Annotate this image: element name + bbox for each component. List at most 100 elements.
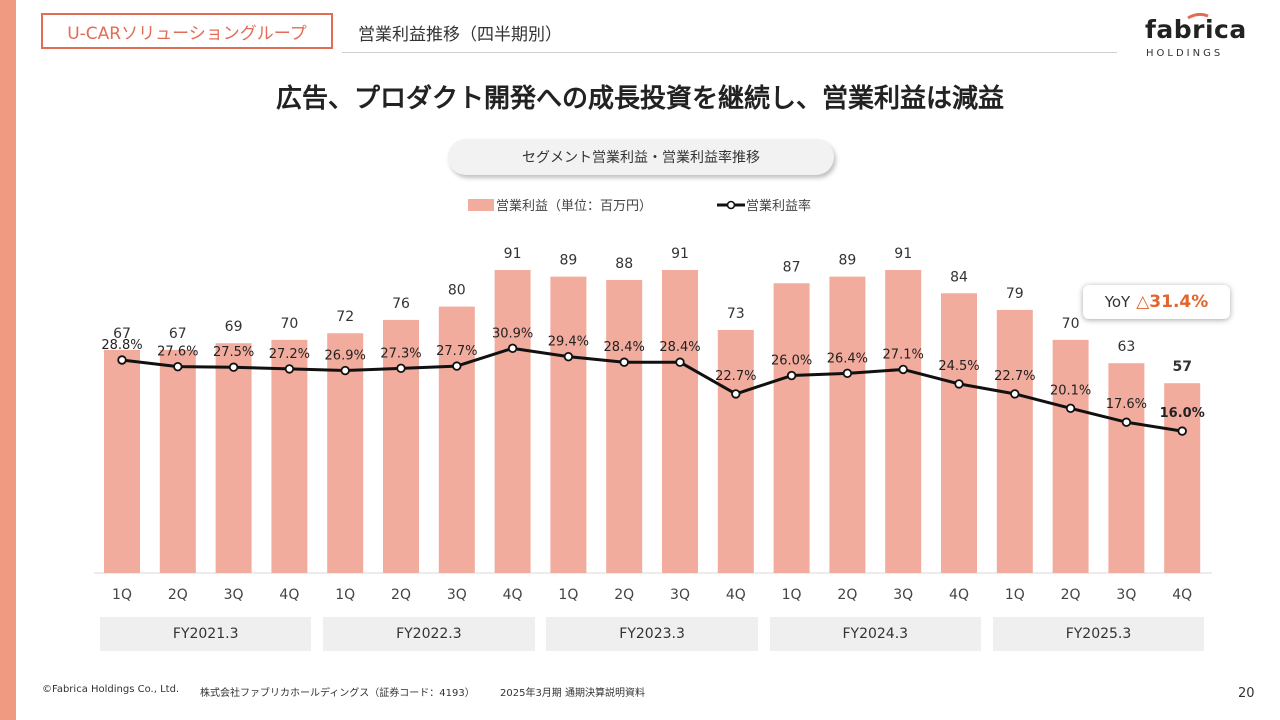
margin-point [396, 363, 406, 374]
bar-value-label: 89 [838, 253, 856, 269]
margin-value-label: 26.0% [771, 354, 812, 369]
margin-point [619, 357, 629, 367]
legend-line-label: 営業利益率 [746, 199, 812, 214]
footer-document: 2025年3月期 通期決算説明資料 [500, 688, 645, 699]
bar-value-label: 91 [504, 246, 522, 262]
margin-point [898, 364, 908, 375]
bar-value-label: 67 [169, 326, 187, 342]
margin-point [1065, 403, 1076, 414]
category-tick-label: 4Q [1172, 587, 1192, 603]
category-tick-label: 1Q [335, 587, 355, 603]
legend-bar-swatch [468, 198, 494, 211]
margin-point [117, 355, 127, 365]
margin-point [1010, 389, 1020, 399]
category-tick-label: 2Q [1061, 587, 1081, 603]
bar [941, 293, 977, 573]
margin-value-label: 22.7% [994, 369, 1035, 384]
bar [1108, 363, 1145, 573]
fiscal-year-label: FY2025.3 [992, 617, 1205, 651]
category-tick-label: 3Q [1116, 587, 1136, 603]
bar-value-label: 72 [336, 309, 354, 325]
margin-value-label: 24.5% [938, 359, 979, 374]
bar [717, 329, 754, 573]
margin-value-label: 30.9% [492, 326, 533, 341]
bar [829, 276, 866, 573]
page-number: 20 [1238, 686, 1255, 701]
bar-value-label: 87 [783, 259, 801, 275]
margin-value-label: 27.3% [380, 346, 421, 361]
bar-value-label: 73 [727, 306, 745, 322]
fiscal-year-label: FY2024.3 [769, 617, 981, 651]
margin-value-label: 27.6% [157, 345, 198, 360]
bar-value-label: 63 [1117, 339, 1135, 355]
legend-bar-label: 営業利益（単位：百万円） [496, 199, 653, 214]
category-tick-label: 1Q [558, 587, 578, 603]
legend-line-marker-icon [717, 200, 745, 209]
margin-point [228, 362, 239, 372]
margin-point [786, 370, 797, 381]
margin-value-label: 27.2% [269, 347, 310, 362]
yoy-label: YoY [1104, 293, 1131, 311]
margin-value-label: 28.4% [659, 340, 700, 355]
headline: 広告、プロダクト開発への成長投資を継続し、営業利益は減益 [275, 84, 1004, 114]
bar-value-label: 84 [950, 269, 968, 285]
footer-company: 株式会社ファブリカホールディングス（証券コード：4193） [200, 688, 475, 699]
category-tick-label: 1Q [782, 587, 802, 603]
bar [662, 269, 698, 573]
bar [996, 309, 1033, 573]
logo-subtitle: HOLDINGS [1146, 48, 1224, 59]
margin-point [842, 368, 853, 379]
margin-value-label: 27.7% [436, 344, 477, 359]
category-tick-label: 3Q [224, 587, 244, 603]
margin-point [452, 361, 462, 371]
logo-name: fabrica [1145, 15, 1247, 44]
page-title: 営業利益推移（四半期別） [358, 25, 562, 45]
category-tick-label: 3Q [893, 587, 913, 603]
category-tick-label: 3Q [670, 587, 690, 603]
margin-value-label: 17.6% [1106, 397, 1147, 412]
margin-point [563, 351, 574, 362]
bar [550, 276, 587, 573]
margin-value-label: 28.4% [604, 340, 645, 355]
margin-value-label: 26.9% [325, 349, 366, 364]
margin-point [284, 364, 295, 374]
category-tick-label: 4Q [949, 587, 969, 603]
margin-value-label: 26.4% [827, 351, 868, 366]
margin-point [731, 389, 741, 399]
bar-value-label: 89 [559, 253, 577, 269]
bar [494, 269, 531, 573]
margin-point [675, 357, 685, 367]
bar-value-label: 79 [1006, 286, 1024, 302]
category-tick-label: 3Q [447, 587, 467, 603]
margin-value-label: 16.0% [1160, 406, 1205, 421]
margin-point [340, 365, 350, 376]
margin-value-label: 27.1% [883, 347, 924, 362]
bar-value-label: 88 [615, 256, 633, 272]
bar [773, 283, 810, 573]
bar [104, 349, 140, 573]
bar [885, 269, 922, 573]
fiscal-year-label: FY2022.3 [323, 617, 535, 651]
margin-value-label: 20.1% [1050, 383, 1091, 398]
bar-value-label: 76 [392, 296, 410, 312]
bar-value-label: 57 [1172, 359, 1191, 375]
margin-value-label: 27.5% [213, 345, 254, 360]
legend-bar: 営業利益（単位：百万円） [468, 195, 652, 214]
margin-point [1177, 426, 1187, 436]
logo-swoosh-icon [1187, 12, 1209, 20]
bar [438, 306, 475, 573]
bar-value-label: 91 [894, 246, 912, 262]
category-tick-label: 1Q [112, 587, 132, 603]
margin-point [1121, 417, 1132, 427]
bar [271, 339, 308, 573]
margin-point [173, 361, 183, 372]
yoy-value: △31.4% [1136, 292, 1209, 312]
category-tick-label: 2Q [168, 587, 188, 603]
category-tick-label: 4Q [726, 587, 746, 603]
margin-value-label: 29.4% [548, 335, 589, 350]
bar-value-label: 80 [448, 283, 466, 299]
footer-copyright: ©Fabrica Holdings Co., Ltd. [42, 684, 180, 695]
segment-label: U-CARソリューショングループ [41, 13, 333, 49]
bar-value-label: 70 [1062, 316, 1080, 332]
